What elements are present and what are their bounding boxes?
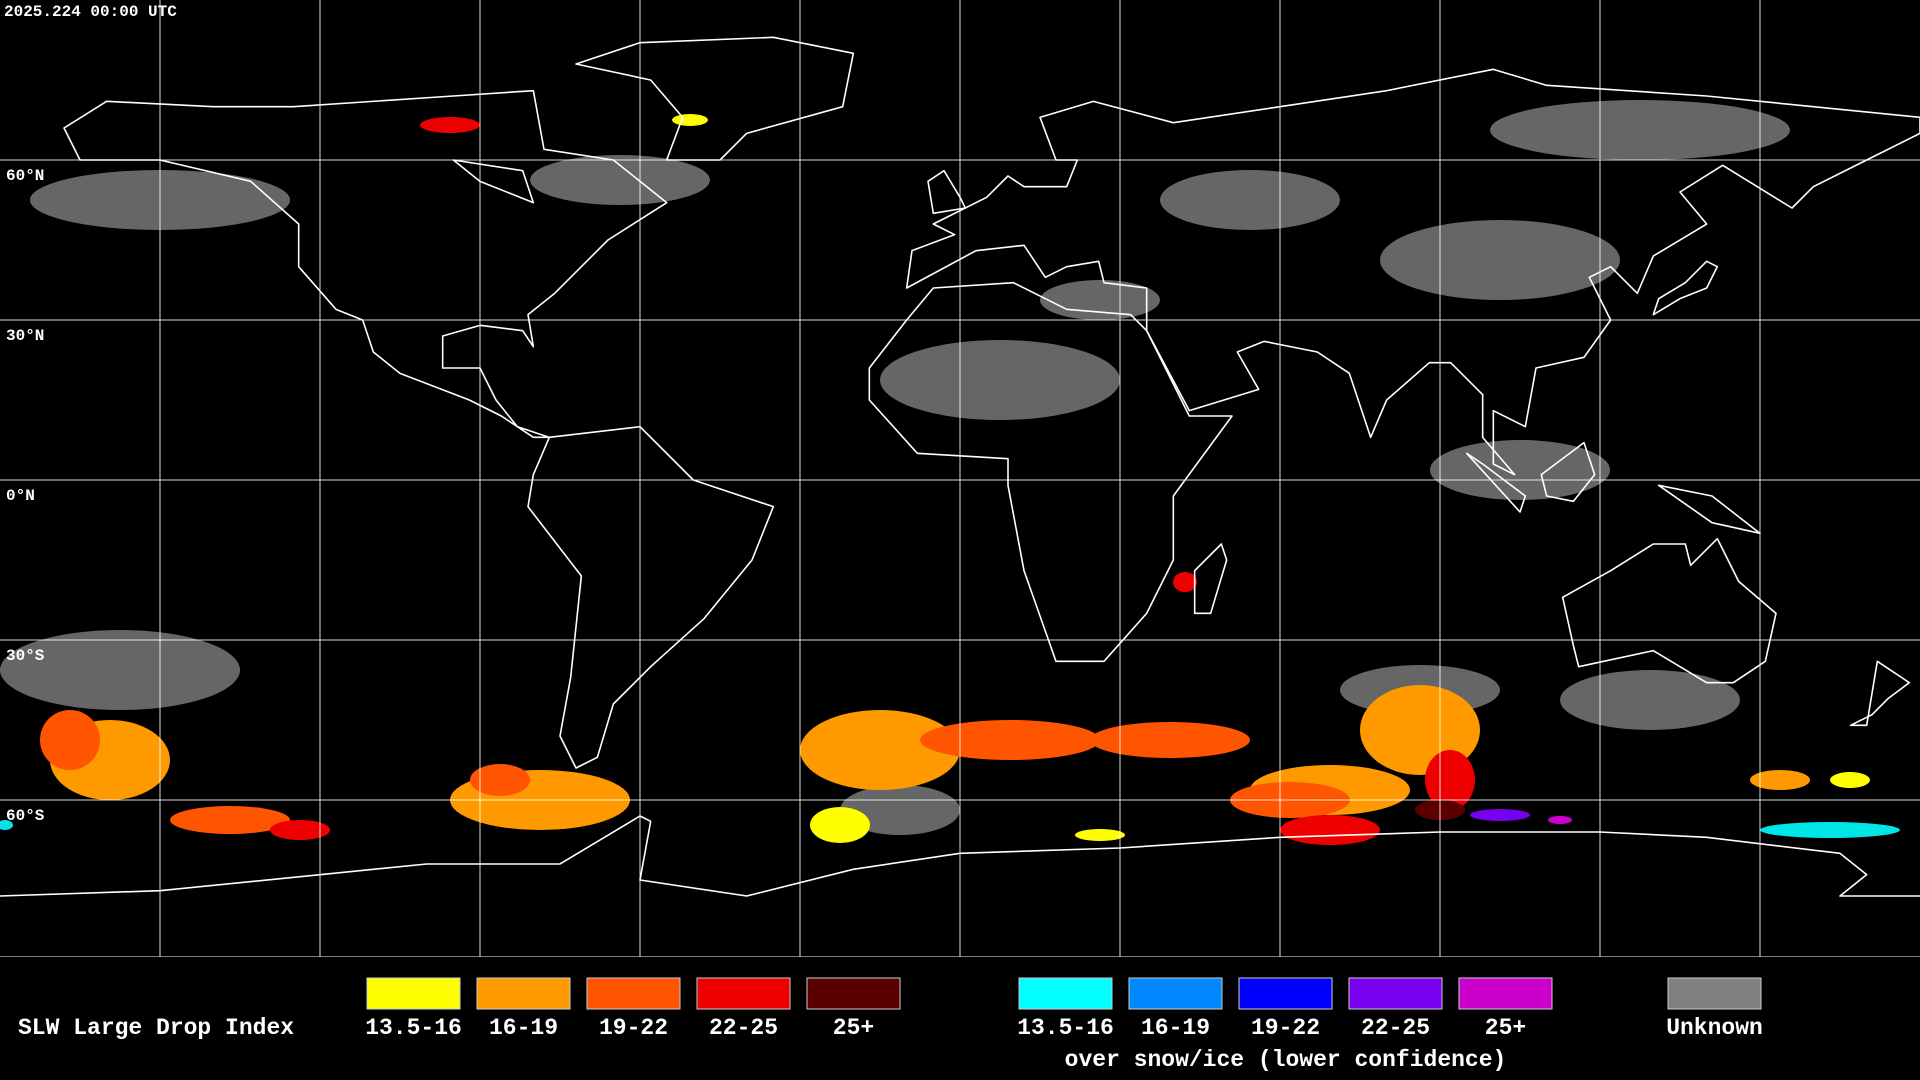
legend-swatch — [476, 977, 571, 1010]
legend-swatch — [1128, 977, 1223, 1010]
legend-swatch — [1348, 977, 1443, 1010]
legend-label: 22-25 — [1361, 1015, 1430, 1041]
cloud-patches — [0, 100, 1900, 845]
latitude-label: 60°S — [6, 807, 45, 825]
legend-label: 19-22 — [599, 1015, 668, 1041]
latitude-label: 30°N — [6, 327, 44, 345]
legend-label: 19-22 — [1251, 1015, 1320, 1041]
coastlines — [0, 37, 1920, 896]
legend-label: 25+ — [833, 1015, 874, 1041]
legend-panel — [0, 957, 1920, 1080]
legend-swatch — [1238, 977, 1333, 1010]
legend-swatch — [806, 977, 901, 1010]
legend-label: 25+ — [1485, 1015, 1526, 1041]
legend-swatch — [1667, 977, 1762, 1010]
legend-label: 16-19 — [1141, 1015, 1210, 1041]
legend-title: SLW Large Drop Index — [18, 1015, 294, 1041]
latitude-label: 30°S — [6, 647, 45, 665]
legend-swatch — [696, 977, 791, 1010]
legend-note: over snow/ice (lower confidence) — [1065, 1047, 1507, 1073]
legend-label: 22-25 — [709, 1015, 778, 1041]
legend: SLW Large Drop Index 13.5-16 16-19 19-22 22-… — [18, 977, 1763, 1073]
legend-label: 13.5-16 — [1017, 1015, 1114, 1041]
legend-label: 13.5-16 — [365, 1015, 462, 1041]
legend-swatch — [1458, 977, 1553, 1010]
legend-label: 16-19 — [489, 1015, 558, 1041]
legend-swatch — [586, 977, 681, 1010]
legend-swatch — [366, 977, 461, 1010]
legend-label: Unknown — [1666, 1015, 1763, 1041]
latitude-label: 60°N — [6, 167, 44, 185]
latitude-labels: 60°N 30°N 0°N 30°S 60°S — [6, 167, 45, 825]
timestamp: 2025.224 00:00 UTC — [4, 3, 177, 21]
latitude-label: 0°N — [6, 487, 35, 505]
legend-swatch — [1018, 977, 1113, 1010]
